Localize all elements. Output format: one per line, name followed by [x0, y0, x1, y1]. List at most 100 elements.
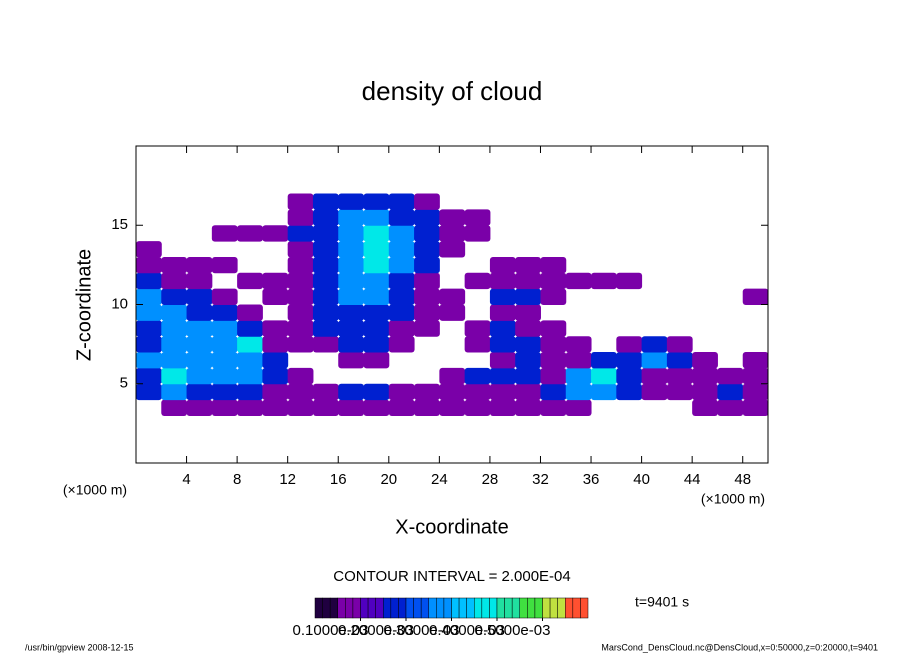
- colorbar-box: [329, 597, 338, 619]
- x-tick-label: 48: [734, 471, 751, 488]
- density-cell: [338, 256, 365, 274]
- density-cell: [591, 352, 617, 369]
- density-cell: [616, 400, 642, 416]
- density-cell: [439, 304, 466, 321]
- x-tick-label: 12: [279, 471, 296, 488]
- density-cell: [642, 194, 668, 210]
- density-cell: [489, 367, 516, 385]
- density-cell: [616, 194, 642, 210]
- density-cell: [363, 288, 390, 305]
- x-tick-label: 40: [633, 471, 650, 488]
- density-cell: [566, 320, 592, 336]
- density-cell: [237, 336, 263, 353]
- density-cell: [237, 399, 263, 416]
- colorbar-box: [337, 597, 346, 619]
- density-cell: [515, 288, 541, 305]
- density-cell: [465, 194, 491, 210]
- density-cell: [692, 305, 718, 321]
- density-cell: [287, 288, 314, 305]
- colorbar-box: [420, 597, 429, 619]
- density-cell: [262, 241, 288, 257]
- density-cell: [489, 352, 516, 369]
- density-cell: [565, 336, 592, 353]
- density-cell: [667, 194, 693, 210]
- density-cell: [591, 225, 617, 241]
- density-cell: [489, 304, 516, 321]
- x-axis-label: X-coordinate: [395, 516, 508, 538]
- x-unit-right: (×1000 m): [701, 491, 765, 507]
- density-cell: [414, 368, 440, 384]
- colorbar-box: [367, 597, 376, 619]
- density-cell: [388, 336, 415, 353]
- density-cell: [414, 336, 440, 352]
- density-cell: [565, 399, 592, 416]
- density-cell: [742, 288, 769, 305]
- x-tick-label: 8: [233, 471, 241, 488]
- density-cell: [743, 257, 769, 273]
- colorbar-tick-label: 0.3000e-03: [384, 622, 460, 639]
- density-cell: [439, 352, 465, 368]
- density-cell: [262, 225, 289, 242]
- density-cell: [287, 256, 314, 274]
- density-cell: [262, 272, 289, 290]
- density-cell: [515, 399, 541, 416]
- density-cell: [515, 194, 541, 210]
- density-cell: [187, 209, 213, 225]
- density-cell: [161, 209, 187, 225]
- density-cell: [414, 209, 440, 226]
- density-cell: [262, 288, 289, 305]
- density-cell: [642, 225, 668, 241]
- density-cell: [743, 194, 769, 210]
- density-cell: [186, 304, 213, 321]
- density-cell: [136, 336, 162, 353]
- density-cell: [186, 336, 213, 353]
- density-cell: [641, 352, 668, 369]
- density-cell: [692, 257, 718, 273]
- density-cell: [465, 352, 491, 368]
- density-cell: [338, 336, 365, 353]
- density-cell: [388, 320, 415, 337]
- x-unit-left: (×1000 m): [63, 482, 127, 498]
- density-cell: [287, 241, 314, 258]
- density-cell: [262, 352, 289, 369]
- density-cell: [465, 241, 491, 257]
- density-cell: [692, 352, 718, 369]
- density-cell: [161, 288, 188, 305]
- density-cell: [642, 241, 668, 257]
- density-cell: [717, 383, 744, 401]
- density-cell: [566, 194, 592, 210]
- density-cell: [237, 367, 263, 385]
- density-cell: [515, 304, 541, 321]
- density-cell: [287, 320, 314, 337]
- density-cell: [515, 241, 541, 257]
- time-label: t=9401 s: [635, 594, 689, 610]
- contour-interval: CONTOUR INTERVAL = 2.000E-04: [333, 568, 570, 585]
- density-cell: [187, 241, 213, 257]
- colorbar-box: [458, 597, 467, 619]
- colorbar-box: [572, 597, 581, 619]
- colorbar-box: [527, 597, 536, 619]
- density-cell: [692, 273, 718, 289]
- density-cell: [692, 399, 718, 416]
- density-cell: [717, 209, 743, 225]
- density-cell: [591, 367, 617, 385]
- density-cell: [717, 241, 743, 257]
- colorbar-box: [436, 597, 445, 619]
- density-cell: [616, 336, 643, 353]
- density-cell: [363, 399, 390, 416]
- density-cell: [566, 241, 592, 257]
- density-cell: [389, 368, 415, 384]
- density-cell: [743, 273, 769, 289]
- density-cell: [667, 241, 693, 257]
- colorbar-box: [322, 597, 331, 619]
- density-cell: [591, 257, 617, 273]
- density-cell: [414, 288, 440, 305]
- colorbar-box: [405, 597, 414, 619]
- density-cell: [667, 225, 693, 241]
- colorbar-box: [451, 597, 460, 619]
- density-cell: [338, 399, 365, 416]
- density-cell: [565, 367, 592, 385]
- density-cell: [237, 383, 263, 401]
- x-tick-label: 16: [330, 471, 347, 488]
- y-tick-label: 10: [111, 295, 128, 312]
